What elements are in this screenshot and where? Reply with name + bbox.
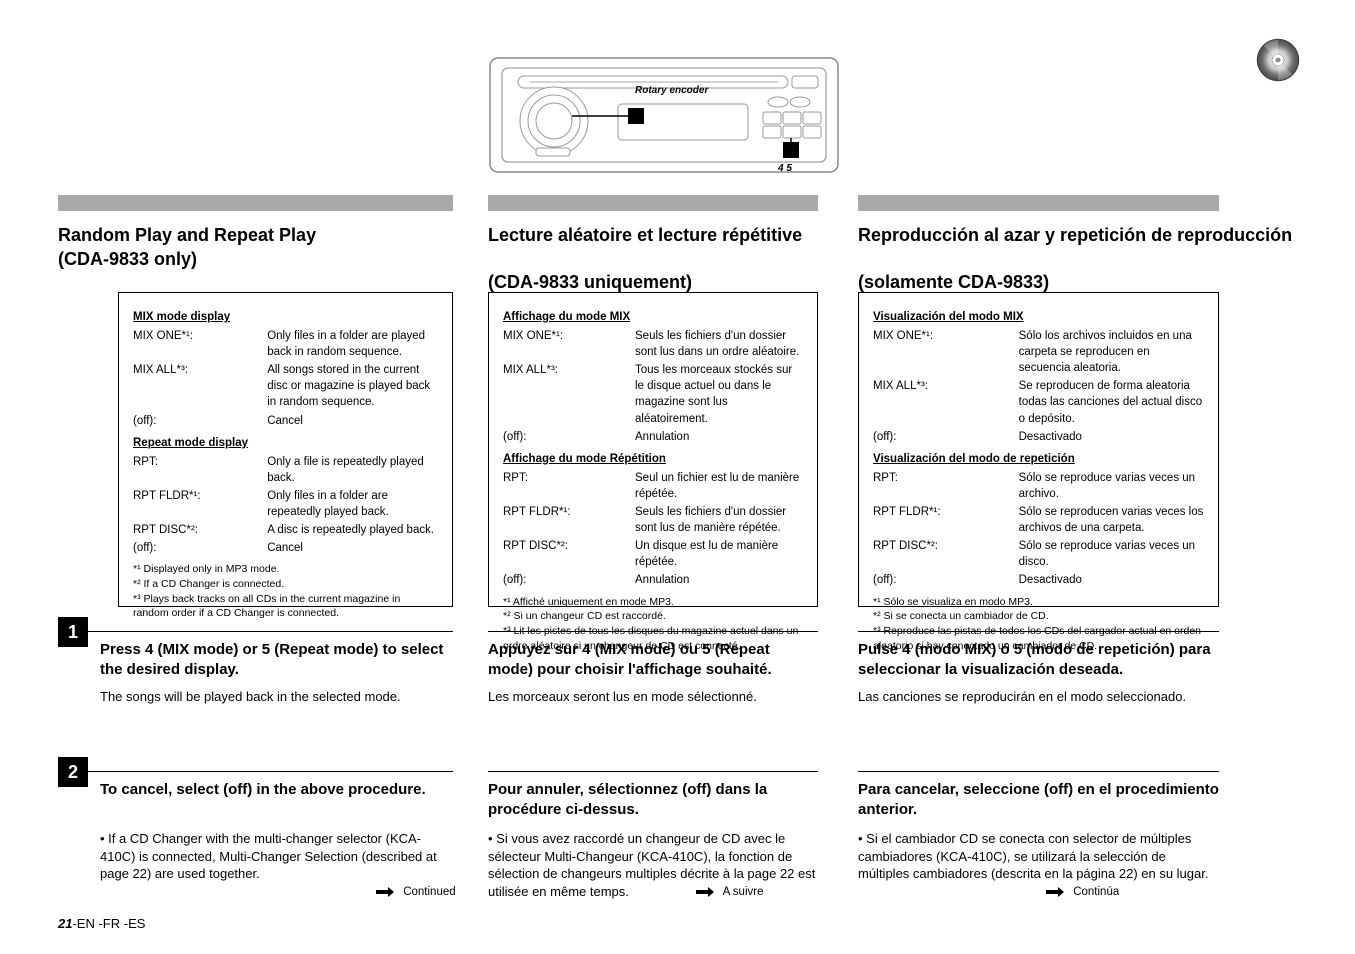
step1-text-fr: Appuyez sur 4 (MIX mode) ou 5 (Repeat mo…	[488, 640, 818, 681]
step1-note-en: The songs will be played back in the sel…	[100, 688, 455, 706]
step2-text-en: To cancel, select (off) in the above pro…	[100, 780, 455, 800]
section-title-es: Reproducción al azar y repetición de rep…	[858, 225, 1292, 246]
step-1-marker: 1	[58, 617, 88, 647]
section-divider-fr	[488, 195, 818, 211]
divider	[88, 771, 453, 772]
step2-note-en: • If a CD Changer with the multi-changer…	[100, 830, 455, 883]
section-subtitle-es: (solamente CDA-9833)	[858, 272, 1049, 293]
section-divider-es	[858, 195, 1219, 211]
rotary-encoder-label: Rotary encoder	[635, 85, 708, 96]
step1-text-en: Press 4 (MIX mode) or 5 (Repeat mode) to…	[100, 640, 455, 681]
section-title-fr: Lecture aléatoire et lecture répétitive	[488, 225, 802, 246]
step2-note-fr: • Si vous avez raccordé un changeur de C…	[488, 830, 818, 900]
continued-fr: A suivre	[696, 886, 763, 898]
divider	[858, 771, 1219, 772]
divider	[488, 771, 818, 772]
divider	[88, 631, 453, 632]
mix-heading-fr: Affichage du mode MIX	[503, 309, 803, 325]
section-divider-en	[58, 195, 453, 211]
mix-heading-es: Visualización del modo MIX	[873, 309, 1204, 325]
disc-icon	[1256, 38, 1300, 82]
divider	[488, 631, 818, 632]
mode-box-en: MIX mode display MIX ONE*¹:Only files in…	[118, 292, 453, 607]
continued-es: Continúa	[1046, 886, 1119, 898]
arrow-right-icon	[696, 887, 714, 897]
repeat-heading-en: Repeat mode display	[133, 435, 438, 451]
step-2-marker: 2	[58, 757, 88, 787]
mode-box-fr: Affichage du mode MIX MIX ONE*¹:Seuls le…	[488, 292, 818, 607]
arrow-right-icon	[376, 887, 394, 897]
step2-text-es: Para cancelar, seleccione (off) en el pr…	[858, 780, 1219, 821]
page-number: 21-EN -FR -ES	[58, 916, 145, 931]
section-title-en: Random Play and Repeat Play	[58, 225, 316, 246]
continued-en: Continued	[376, 886, 456, 898]
divider	[858, 631, 1219, 632]
step1-note-fr: Les morceaux seront lus en mode sélectio…	[488, 688, 818, 706]
mode-box-es: Visualización del modo MIX MIX ONE*¹:Sól…	[858, 292, 1219, 607]
section-subtitle-en: (CDA-9833 only)	[58, 249, 197, 270]
repeat-heading-fr: Affichage du mode Répétition	[503, 451, 803, 467]
car-stereo-diagram	[488, 56, 840, 174]
repeat-heading-es: Visualización del modo de repetición	[873, 451, 1204, 467]
buttons-4-5-label: 4 5	[778, 163, 792, 174]
step1-note-es: Las canciones se reproducirán en el modo…	[858, 688, 1219, 706]
section-subtitle-fr: (CDA-9833 uniquement)	[488, 272, 692, 293]
step2-text-fr: Pour annuler, sélectionnez (off) dans la…	[488, 780, 818, 821]
arrow-right-icon	[1046, 887, 1064, 897]
mix-heading-en: MIX mode display	[133, 309, 438, 325]
step2-note-es: • Si el cambiador CD se conecta con sele…	[858, 830, 1219, 883]
step1-text-es: Pulse 4 (modo MIX) ó 5 (modo de repetici…	[858, 640, 1219, 681]
